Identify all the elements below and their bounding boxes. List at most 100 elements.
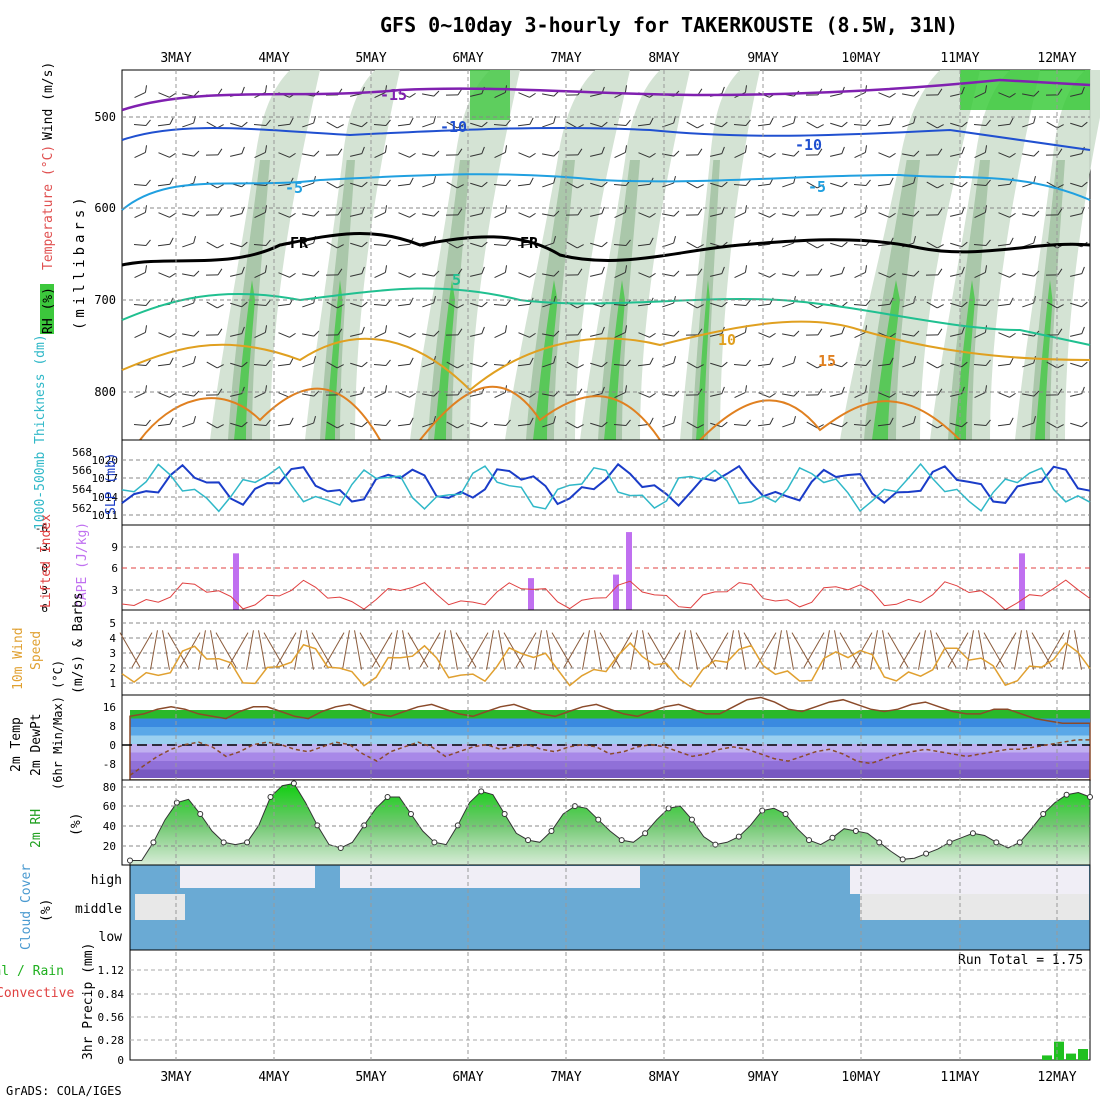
slp-tick: 1020	[92, 454, 119, 467]
upper-y-ticks: 500 600 700 800	[94, 110, 116, 399]
precip-tick: 0.56	[98, 1011, 125, 1024]
bottom-date-axis: 3MAY 4MAY 5MAY 6MAY 7MAY 8MAY 9MAY 10MAY 11MAY 12…	[160, 1070, 1076, 1085]
label-cape: CAPE (J/kg)	[75, 522, 90, 608]
cape-bars	[233, 532, 1025, 610]
temp2m-panel: 16 8 0 -8 2m Temp 2m DewPt (6hr Min/Max) (°…	[9, 660, 1091, 790]
rh-point	[852, 828, 859, 834]
li-tick: 0	[41, 562, 48, 575]
cape-bar	[233, 553, 239, 610]
bottom-date-label: 11MAY	[940, 1070, 979, 1085]
precip-bar	[1054, 1041, 1064, 1060]
wind10-tick: 4	[109, 632, 116, 645]
rh-point	[290, 780, 297, 787]
rh-point	[150, 839, 157, 846]
contour-labels: -15 -10 -10 -5 -5 FR FR 5 10 15	[285, 86, 836, 370]
label-millibars: (millibars)	[72, 193, 88, 330]
contour-label: 15	[818, 352, 836, 370]
bottom-date-label: 8MAY	[648, 1070, 679, 1085]
rh-point	[876, 839, 883, 846]
slp-line	[121, 462, 1091, 508]
bottom-date-label: 12MAY	[1037, 1070, 1076, 1085]
rh-point	[407, 811, 414, 817]
rh-point	[735, 833, 742, 840]
rh-point	[267, 794, 274, 800]
bottom-date-label: 10MAY	[841, 1070, 880, 1085]
rh-point	[1040, 811, 1047, 817]
contour-label: FR	[520, 234, 539, 252]
top-date-label: 9MAY	[747, 51, 778, 66]
bottom-date-label: 3MAY	[160, 1070, 191, 1085]
rh-point	[969, 830, 976, 837]
label-wind: Wind (m/s)	[41, 62, 56, 140]
thickness-tick: 564	[72, 483, 92, 496]
label-temp2m-3: (6hr Min/Max) (°C)	[51, 660, 65, 790]
cape-bar	[1019, 553, 1025, 610]
isotherm-15	[139, 385, 961, 441]
isotherm-minus10	[121, 126, 1091, 151]
top-date-axis: 3MAY 4MAY 5MAY 6MAY 7MAY 8MAY 9MAY 10MAY 11MAY 12…	[160, 51, 1076, 66]
isotherm-freezing	[121, 232, 1091, 267]
rh-point	[1063, 791, 1070, 798]
rh-tick: 60	[103, 800, 116, 813]
temp-tick: 0	[109, 739, 116, 752]
rh-point	[595, 816, 602, 823]
rh-point	[688, 816, 695, 823]
cape-tick: 6	[111, 562, 118, 575]
precip-tick: 0	[117, 1054, 124, 1067]
upper-y-tick: 700	[94, 293, 116, 307]
contour-label: -10	[795, 136, 822, 154]
rh-point	[197, 811, 204, 817]
precip-bars	[1042, 1041, 1088, 1060]
label-rh2m-2: (%)	[69, 813, 84, 836]
thickness-tick: 562	[72, 502, 92, 515]
label-precip-2: Convective	[0, 986, 74, 1001]
wind-speed-line	[121, 641, 1091, 688]
precip-bar	[1066, 1053, 1076, 1060]
label-cloud-2: (%)	[39, 899, 54, 922]
temp-tick: 8	[109, 720, 116, 733]
temp-area	[129, 696, 1091, 781]
rh-point	[525, 837, 532, 844]
precip-bar	[1042, 1055, 1052, 1060]
label-temp2m-2: 2m DewPt	[29, 713, 44, 776]
cape-bar	[528, 578, 534, 610]
rh-point	[899, 856, 906, 863]
bottom-date-label: 5MAY	[355, 1070, 386, 1085]
lifted-index-line	[121, 579, 1091, 611]
rh-tick: 20	[103, 840, 116, 853]
cape-bar	[626, 532, 632, 610]
top-date-label: 6MAY	[452, 51, 483, 66]
label-rh2m-1: 2m RH	[29, 809, 44, 848]
cloud-gaps	[135, 866, 1089, 920]
chart-title: GFS 0~10day 3-hourly for TAKERKOUSTE (8.…	[380, 13, 958, 37]
run-total: Run Total = 1.75	[958, 953, 1083, 968]
rh-point	[829, 834, 836, 841]
rh2m-panel: 80 60 40 20 2m RH (%)	[29, 779, 1093, 866]
rh-point	[384, 794, 391, 800]
upper-y-tick: 600	[94, 201, 116, 215]
rh-point	[314, 822, 321, 829]
lifted-index-panel: -6 -3 0 3 6 9 6 3 Lifted Index CAPE (J/kg)	[35, 514, 1091, 615]
isotherm-10	[121, 320, 1091, 392]
thickness-tick: 566	[72, 464, 92, 477]
label-temperature: Temperature (°C)	[41, 145, 56, 270]
rh-point	[478, 788, 485, 795]
label-wind10-2: Speed	[29, 631, 44, 670]
wind10-panel: 5 4 3 2 1 10m Wind Speed (m/s) & Barbs	[11, 592, 1091, 696]
label-lifted-index: Lifted Index	[39, 514, 54, 608]
rh-point	[946, 839, 953, 846]
li-tick: 3	[41, 584, 48, 597]
cloud-panel: high middle low Cloud Cover (%)	[19, 864, 1091, 951]
cape-tick: 3	[111, 584, 118, 597]
upper-air-panel: -15 -10 -10 -5 -5 FR FR 5 10 15 500 600 700 800 RH (…	[40, 62, 1100, 441]
top-date-label: 8MAY	[648, 51, 679, 66]
cape-tick: 9	[111, 541, 118, 554]
contour-label: -5	[808, 178, 826, 196]
contour-label: -5	[285, 179, 303, 197]
label-precip-3: 3hr Precip (mm)	[81, 943, 96, 1060]
rh-point	[618, 837, 625, 844]
bottom-date-label: 4MAY	[258, 1070, 289, 1085]
rh-point	[548, 828, 555, 834]
li-tick: -3	[35, 541, 48, 554]
